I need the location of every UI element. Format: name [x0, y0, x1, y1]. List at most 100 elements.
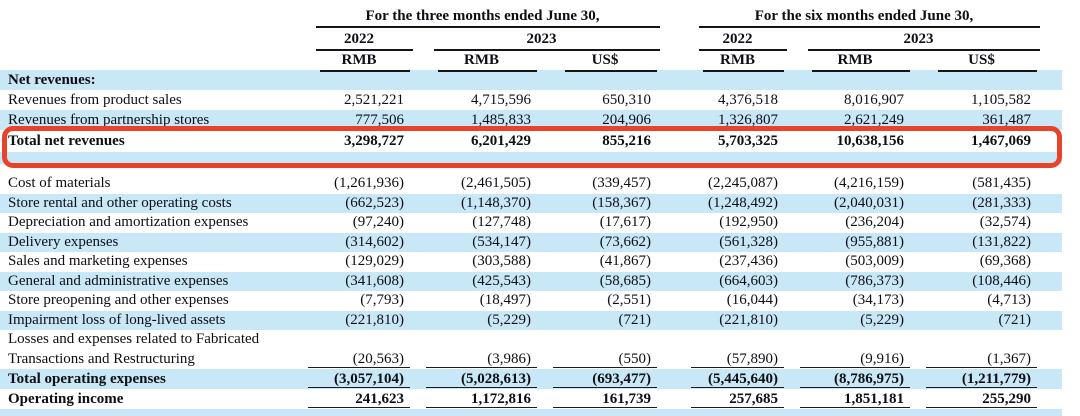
- row-value: 650,310: [602, 92, 651, 108]
- row-label: Total net revenues: [8, 133, 125, 149]
- period-header-row: For the three months ended June 30, For …: [0, 4, 1062, 28]
- row-label: Store preopening and other expenses: [8, 292, 229, 308]
- row-value: (664,603): [719, 272, 778, 289]
- row-label: Impairment loss of long-lived assets: [8, 311, 226, 328]
- column-gap: [665, 350, 683, 370]
- row-value: (221,810): [719, 311, 778, 328]
- table-header: For the three months ended June 30, For …: [0, 0, 1080, 72]
- header-spacer: [0, 25, 300, 28]
- row-label: Delivery expenses: [8, 233, 119, 250]
- table-body: Net revenues: Revenues from product sales…: [0, 70, 1080, 416]
- row-value: (662,523): [345, 194, 404, 211]
- table-row: Operating income 241,623 1,172,816 161,739 2…: [0, 389, 1062, 409]
- row-value: 4,715,596: [471, 92, 531, 108]
- row-value: 1,485,833: [418, 110, 545, 130]
- row-value: (2,040,031): [834, 194, 904, 211]
- row-value: 1,172,816: [418, 389, 545, 409]
- row-value: (425,543): [472, 272, 531, 289]
- row-value: [418, 70, 545, 90]
- row-value: [918, 70, 1045, 90]
- table-row: Delivery expenses (314,602) (534,147) (73,6…: [0, 232, 1062, 253]
- spacer-row: [0, 164, 1062, 174]
- row-value: 6,201,429: [471, 133, 531, 149]
- row-value: 255,290: [918, 389, 1045, 409]
- row-value: 241,623: [300, 389, 418, 409]
- table-row: Store rental and other operating costs (6…: [0, 193, 1062, 213]
- row-value: [418, 330, 545, 350]
- row-value: (192,950): [719, 214, 778, 230]
- table-row: Total operating expenses (3,057,104) (5,02…: [0, 369, 1062, 389]
- row-label: Net revenues:: [8, 72, 96, 88]
- spacer-row: [0, 409, 1062, 416]
- row-value: (5,445,640): [683, 369, 792, 389]
- row-value: (57,890): [683, 350, 792, 370]
- row-value: 257,685: [683, 389, 792, 409]
- row-value: [683, 70, 792, 90]
- row-value: (721): [998, 311, 1032, 328]
- table-row: Losses and expenses related to Fabricate…: [0, 330, 1062, 350]
- row-value: (108,446): [972, 272, 1031, 289]
- row-value: (5,028,613): [418, 369, 545, 389]
- row-value: [300, 70, 418, 90]
- row-value: (158,367): [592, 194, 651, 211]
- row-value: (4,216,159): [834, 175, 904, 191]
- row-value: (221,810): [345, 311, 404, 328]
- row-label: Sales and marketing expenses: [8, 253, 188, 269]
- row-value: (339,457): [592, 175, 651, 191]
- year-header-2023-h: 2023: [792, 30, 1045, 51]
- row-value: 855,216: [602, 133, 651, 149]
- row-value: (236,204): [845, 214, 904, 230]
- row-value: (341,608): [345, 272, 404, 289]
- currency-header-row: RMB RMB US$ RMB RMB US$: [0, 51, 1062, 72]
- row-value: (955,881): [845, 233, 904, 250]
- row-value: (281,333): [972, 194, 1031, 211]
- row-value: 5,703,325: [718, 133, 778, 149]
- row-value: (17,617): [599, 214, 651, 230]
- row-label: Operating income: [8, 391, 124, 407]
- row-value: (58,685): [599, 272, 651, 289]
- row-value: (127,748): [472, 214, 531, 230]
- row-value: (1,367): [918, 350, 1045, 370]
- column-gap: [665, 110, 683, 130]
- year-header-2022-h: 2022: [683, 30, 792, 51]
- column-gap: [665, 389, 683, 409]
- table-row: Revenues from product sales 2,521,221 4,71…: [0, 90, 1062, 110]
- currency-header-rmb-2: RMB: [418, 51, 545, 72]
- column-gap: [665, 291, 683, 311]
- column-gap: [665, 70, 683, 90]
- table-row: Total net revenues 3,298,727 6,201,429 855,…: [0, 130, 1062, 152]
- column-gap: [665, 252, 683, 272]
- table-row: Cost of materials (1,261,936) (2,461,505) (…: [0, 174, 1062, 194]
- row-value: 10,638,156: [836, 133, 905, 149]
- year-header-row: 2022 2023 2022 2023: [0, 28, 1062, 51]
- row-value: [792, 70, 918, 90]
- row-label: Depreciation and amortization expenses: [8, 214, 249, 230]
- row-value: (561,328): [719, 233, 778, 250]
- row-value: (534,147): [472, 233, 531, 250]
- row-value: (503,009): [845, 253, 904, 269]
- row-value: (2,461,505): [461, 175, 531, 191]
- row-value: 8,016,907: [844, 92, 904, 108]
- row-value: 1,105,582: [971, 92, 1031, 108]
- row-label: Cost of materials: [8, 175, 111, 191]
- table-row: Depreciation and amortization expenses (9…: [0, 213, 1062, 233]
- row-label: Revenues from product sales: [8, 92, 182, 108]
- row-value: (693,477): [545, 369, 665, 389]
- row-value: (550): [545, 350, 665, 370]
- currency-header-usd-1: US$: [545, 51, 665, 72]
- column-gap: [665, 233, 683, 253]
- currency-header-usd-2: US$: [918, 51, 1045, 72]
- row-value: (97,240): [352, 214, 404, 230]
- column-gap: [665, 69, 683, 72]
- row-value: 161,739: [545, 389, 665, 409]
- column-gap: [665, 90, 683, 110]
- table-row: Transactions and Restructuring (20,563) (3…: [0, 350, 1062, 370]
- row-label: Revenues from partnership stores: [8, 112, 210, 128]
- column-gap: [665, 174, 683, 194]
- row-value: [683, 330, 792, 350]
- row-value: (2,245,087): [708, 175, 778, 191]
- header-spacer: [0, 69, 300, 72]
- row-value: 777,506: [300, 110, 418, 130]
- row-value: (5,229): [487, 311, 531, 328]
- column-gap: [665, 311, 683, 331]
